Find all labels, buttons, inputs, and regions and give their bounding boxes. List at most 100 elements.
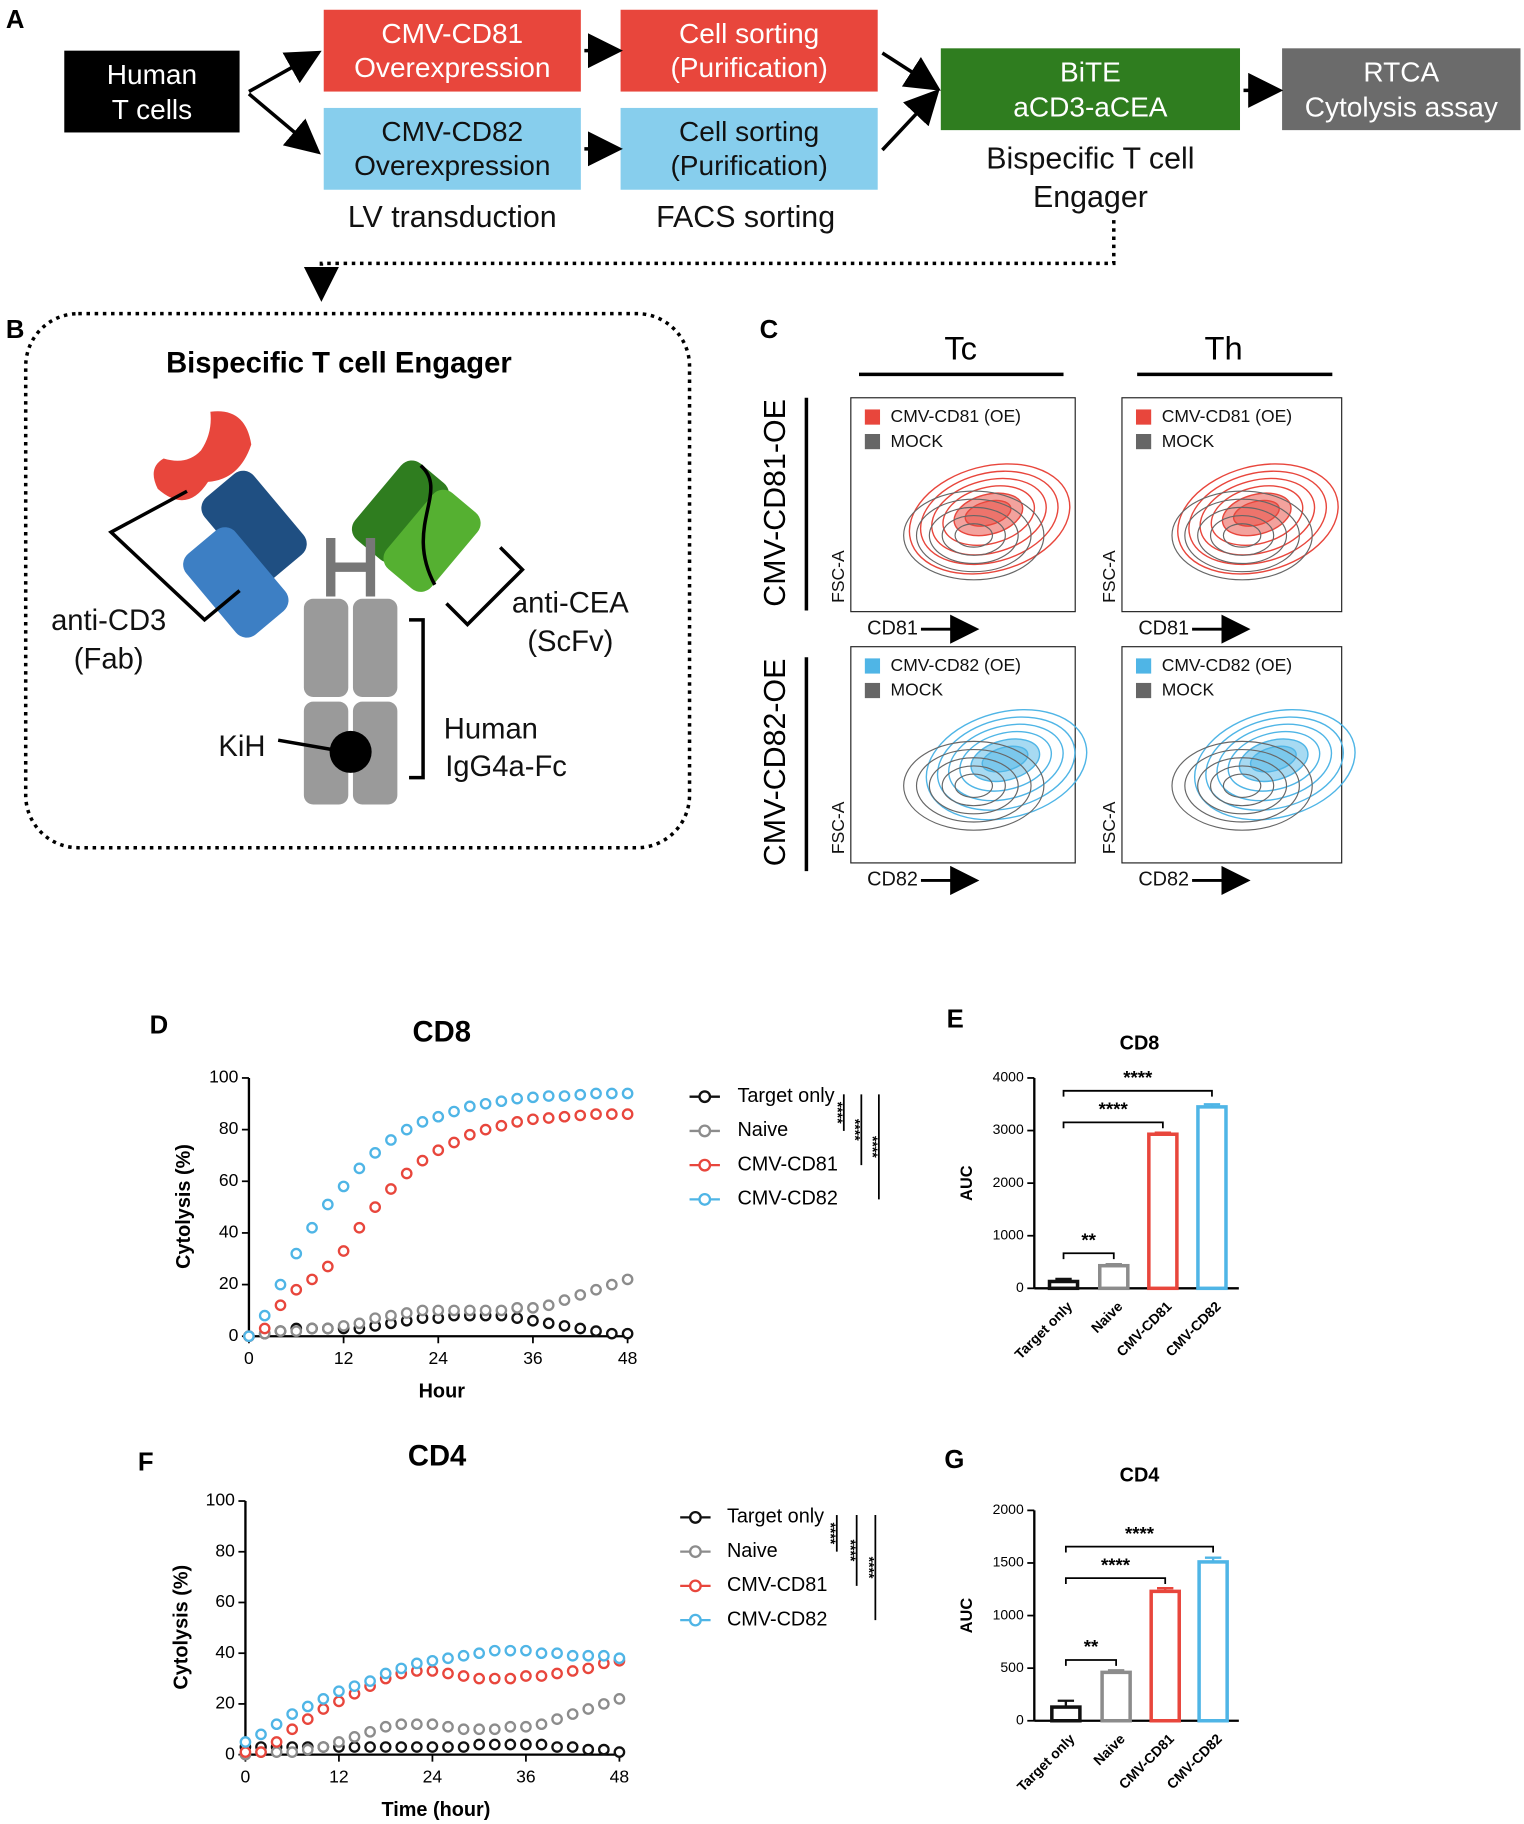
legend-label: MOCK bbox=[1162, 431, 1215, 451]
x-tick-label: Naive bbox=[1090, 1730, 1128, 1768]
data-point bbox=[495, 1095, 508, 1108]
data-point bbox=[520, 1670, 532, 1682]
data-point bbox=[479, 1123, 492, 1136]
contour bbox=[1205, 716, 1344, 811]
axis-label: FSC-A bbox=[828, 801, 848, 854]
data-point bbox=[258, 1322, 271, 1335]
legend-swatch bbox=[698, 1124, 712, 1138]
data-point bbox=[410, 1741, 423, 1753]
data-point bbox=[333, 1685, 345, 1698]
box-text: CMV-CD81 bbox=[381, 18, 523, 49]
significance-bracket bbox=[1064, 1659, 1117, 1666]
panel-label: E bbox=[947, 1005, 964, 1033]
data-point bbox=[457, 1723, 470, 1736]
data-point bbox=[511, 1116, 523, 1128]
y-tick-label: 80 bbox=[215, 1540, 235, 1560]
y-tick-label: 3000 bbox=[993, 1121, 1024, 1137]
chart: F CD4 Cytolysis (%) 0 20 40 60 80 100 0 12 24 36 48 Ti… bbox=[138, 1441, 878, 1821]
y-tick-label: 0 bbox=[1016, 1711, 1024, 1727]
legend-swatch bbox=[1135, 658, 1152, 674]
data-point bbox=[348, 1680, 361, 1693]
legend-swatch bbox=[698, 1090, 712, 1104]
data-point bbox=[333, 1736, 345, 1748]
label: KiH bbox=[218, 731, 265, 763]
axis-label: FSC-A bbox=[828, 550, 848, 603]
data-point bbox=[527, 1113, 539, 1126]
chart: D CD8 Cytolysis (%) 0 20 40 60 80 100 0 12 24 36 48 Ho… bbox=[150, 1011, 882, 1402]
y-tick-label: 100 bbox=[206, 1490, 235, 1510]
frame bbox=[23, 311, 692, 850]
data-point bbox=[488, 1672, 501, 1685]
data-point bbox=[426, 1718, 439, 1731]
contours bbox=[1171, 463, 1339, 581]
data-point bbox=[566, 1741, 579, 1753]
caption: LV transduction bbox=[348, 200, 557, 234]
data-point bbox=[590, 1325, 602, 1337]
data-point bbox=[432, 1110, 445, 1123]
data-point bbox=[301, 1743, 314, 1756]
label: IgG4a-Fc bbox=[445, 751, 567, 783]
box-text: Overexpression bbox=[354, 52, 550, 83]
data-point bbox=[317, 1703, 330, 1715]
data-point bbox=[582, 1703, 595, 1715]
data-point bbox=[385, 1183, 397, 1195]
data-point bbox=[511, 1312, 523, 1325]
label: anti-CEA bbox=[512, 587, 629, 619]
data-point bbox=[558, 1294, 571, 1306]
contour bbox=[1222, 523, 1262, 548]
data-point bbox=[504, 1720, 517, 1733]
data-point bbox=[286, 1708, 299, 1720]
contour bbox=[1210, 485, 1304, 546]
axis-label: CD82 bbox=[867, 869, 918, 891]
chart-title: CD4 bbox=[408, 1441, 467, 1473]
significance: **** bbox=[865, 1136, 881, 1158]
data-point bbox=[337, 1245, 350, 1257]
data-point bbox=[473, 1672, 486, 1685]
significance-bracket bbox=[1064, 1545, 1214, 1553]
data-point bbox=[457, 1649, 470, 1662]
data-point bbox=[520, 1738, 532, 1751]
legend-swatch bbox=[864, 658, 881, 674]
y-tick-label: 0 bbox=[1016, 1279, 1024, 1295]
error-bar bbox=[1055, 1277, 1072, 1282]
contour bbox=[941, 514, 1006, 556]
data-point bbox=[286, 1723, 299, 1736]
legend-label: CMV-CD82 (OE) bbox=[891, 655, 1021, 675]
data-point bbox=[385, 1309, 397, 1322]
bar bbox=[1196, 1105, 1228, 1291]
data-point bbox=[243, 1330, 255, 1343]
legend-swatch bbox=[688, 1510, 702, 1524]
x-tick-label: Target only bbox=[1011, 1298, 1075, 1362]
significance: **** bbox=[843, 1540, 859, 1562]
contour bbox=[1171, 740, 1313, 831]
column-label: Tc bbox=[944, 330, 977, 367]
data-point bbox=[448, 1105, 460, 1118]
data-point bbox=[495, 1304, 508, 1317]
legend-label: Naive bbox=[727, 1540, 778, 1562]
chart-title: CD4 bbox=[1120, 1465, 1160, 1487]
data-point bbox=[306, 1221, 318, 1234]
data-point bbox=[574, 1289, 587, 1301]
data-point bbox=[597, 1698, 610, 1710]
legend-swatch bbox=[864, 433, 881, 450]
data-point bbox=[337, 1180, 350, 1193]
contour bbox=[1227, 730, 1321, 792]
box-text: BiTE bbox=[1060, 56, 1121, 87]
panel-label: G bbox=[944, 1446, 964, 1474]
y-tick-label: 0 bbox=[225, 1743, 235, 1763]
significance: **** bbox=[1123, 1067, 1153, 1088]
data-point bbox=[605, 1278, 618, 1291]
legend-label: CMV-CD81 (OE) bbox=[891, 406, 1021, 426]
bar bbox=[1149, 1589, 1181, 1723]
data-point bbox=[495, 1119, 508, 1132]
data-point bbox=[364, 1741, 376, 1753]
box bbox=[323, 107, 581, 190]
x-tick-label: 36 bbox=[523, 1348, 542, 1368]
data-point bbox=[558, 1090, 571, 1102]
panel-b: B Bispecific T cell Engager anti-CD3 (Fa… bbox=[6, 311, 692, 850]
data-point bbox=[582, 1662, 595, 1675]
significance-bracket bbox=[1062, 1089, 1213, 1097]
data-point bbox=[416, 1154, 429, 1167]
data-point bbox=[239, 1746, 252, 1758]
x-tick-label: 48 bbox=[610, 1767, 629, 1787]
